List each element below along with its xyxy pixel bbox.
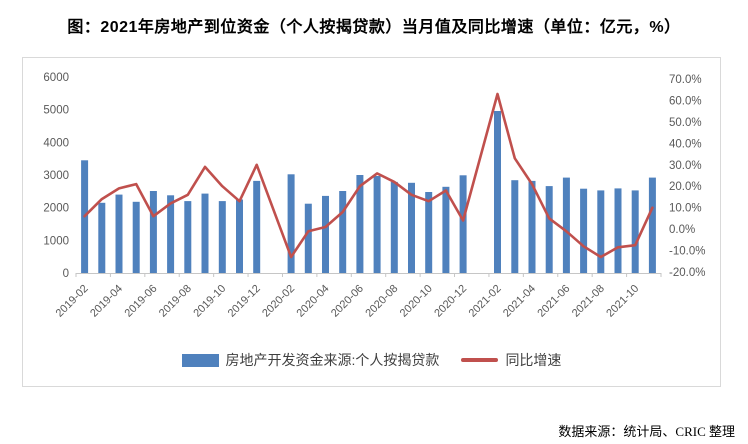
chart-area: 6000 5000 4000 3000 2000 1000 0 70.0% 60.0% 50.0%…	[22, 57, 721, 387]
x-axis-label-2021-08: 2021-08	[570, 283, 607, 320]
x-axis-label-2020-06: 2020-06	[329, 283, 366, 320]
bar-2020-11	[442, 186, 450, 273]
right-axis-tick-label: 60.0%	[669, 95, 702, 107]
left-axis-tick-label: 1000	[43, 235, 69, 247]
bar-2019-04	[115, 194, 123, 273]
x-axis-label-2021-02: 2021-02	[467, 283, 504, 320]
right-axis-tick-label: 20.0%	[669, 181, 702, 193]
right-axis-tick-label: 70.0%	[669, 74, 702, 86]
bar-2020-04	[322, 195, 329, 273]
x-axis-label-2020-04: 2020-04	[295, 283, 332, 320]
bar-2019-08	[184, 201, 192, 273]
bar-2020-06	[356, 175, 364, 273]
data-source: 数据来源：统计局、CRIC 整理	[558, 424, 735, 439]
left-axis-tick-label: 4000	[43, 137, 69, 149]
bar-2021-10	[631, 190, 639, 273]
x-axis-label-2020-02: 2020-02	[260, 283, 297, 320]
x-axis-label-2021-06: 2021-06	[535, 283, 572, 320]
bar-2021-02	[494, 111, 501, 273]
left-axis-tick-label: 2000	[43, 203, 69, 215]
bar-2020-03	[304, 203, 312, 273]
bar-2020-09	[408, 182, 415, 273]
bar-2020-02	[287, 174, 295, 273]
plot-svg: 6000 5000 4000 3000 2000 1000 0 70.0% 60.0% 50.0%…	[43, 72, 705, 320]
bar-2021-06	[562, 177, 570, 273]
x-axis-label-2019-04: 2019-04	[88, 283, 125, 320]
right-axis-tick-label: 30.0%	[669, 160, 702, 172]
x-axis-label-2019-02: 2019-02	[54, 283, 91, 320]
yoy-growth-line	[83, 92, 654, 259]
bar-2020-07	[373, 176, 381, 273]
bar-2021-03	[511, 180, 519, 273]
bar-2020-05	[339, 191, 347, 273]
bar-2019-09	[201, 193, 209, 273]
x-axis-label-2021-04: 2021-04	[501, 283, 538, 320]
right-axis-tick-label: 50.0%	[669, 117, 702, 129]
right-axis-tick-label: -20.0%	[669, 267, 705, 279]
bar-2021-07	[580, 188, 588, 273]
x-axis-label-2020-12: 2020-12	[432, 283, 469, 320]
bar-2019-03	[98, 202, 106, 273]
left-axis-tick-label: 3000	[43, 170, 69, 182]
left-axis-tick-label: 0	[63, 268, 69, 280]
left-axis-tick-label: 5000	[43, 105, 69, 117]
bar-2020-12	[459, 175, 467, 273]
bar-2020-10	[425, 192, 433, 273]
x-axis-label-2021-10: 2021-10	[604, 283, 641, 320]
x-axis-label-2020-08: 2020-08	[363, 283, 400, 320]
bar-2019-07	[167, 195, 175, 273]
legend: 房地产开发资金来源:个人按揭贷款 同比增速	[23, 350, 720, 370]
legend-bar-swatch-icon	[181, 353, 219, 367]
bar-2019-11	[236, 199, 243, 273]
bar-2019-06	[149, 191, 157, 273]
bar-2021-04	[528, 180, 536, 273]
right-axis-tick-label: 40.0%	[669, 138, 702, 150]
bar-2021-08	[597, 190, 605, 273]
bar-2020-08	[390, 181, 398, 273]
bar-2019-05	[132, 201, 140, 273]
x-axis-label-2019-08: 2019-08	[157, 283, 194, 320]
legend-line-swatch-icon	[461, 358, 499, 362]
bar-2021-09	[614, 188, 622, 273]
bar-2021-11	[648, 177, 656, 273]
x-axis-label-2019-10: 2019-10	[191, 283, 228, 320]
x-axis-label-2020-10: 2020-10	[398, 283, 435, 320]
legend-item-mortgage-bars: 房地产开发资金来源:个人按揭贷款	[181, 350, 440, 370]
chart-title: 图：2021年房地产到位资金（个人按揭贷款）当月值及同比增速（单位：亿元，%）	[67, 19, 681, 36]
right-axis-tick-label: 0.0%	[669, 224, 695, 236]
right-axis-tick-label: -10.0%	[669, 246, 705, 258]
left-axis-tick-label: 6000	[43, 72, 69, 84]
legend-line-label: 同比增速	[505, 352, 562, 368]
bar-2021-05	[545, 186, 553, 273]
bar-2019-12	[253, 180, 261, 273]
legend-bar-label: 房地产开发资金来源:个人按揭贷款	[225, 352, 440, 368]
legend-item-growth-line: 同比增速	[461, 350, 561, 370]
x-axis-label-2019-06: 2019-06	[123, 283, 160, 320]
right-axis-tick-label: 10.0%	[669, 203, 702, 215]
bar-2019-10	[218, 201, 226, 273]
x-axis-label-2019-12: 2019-12	[226, 283, 263, 320]
